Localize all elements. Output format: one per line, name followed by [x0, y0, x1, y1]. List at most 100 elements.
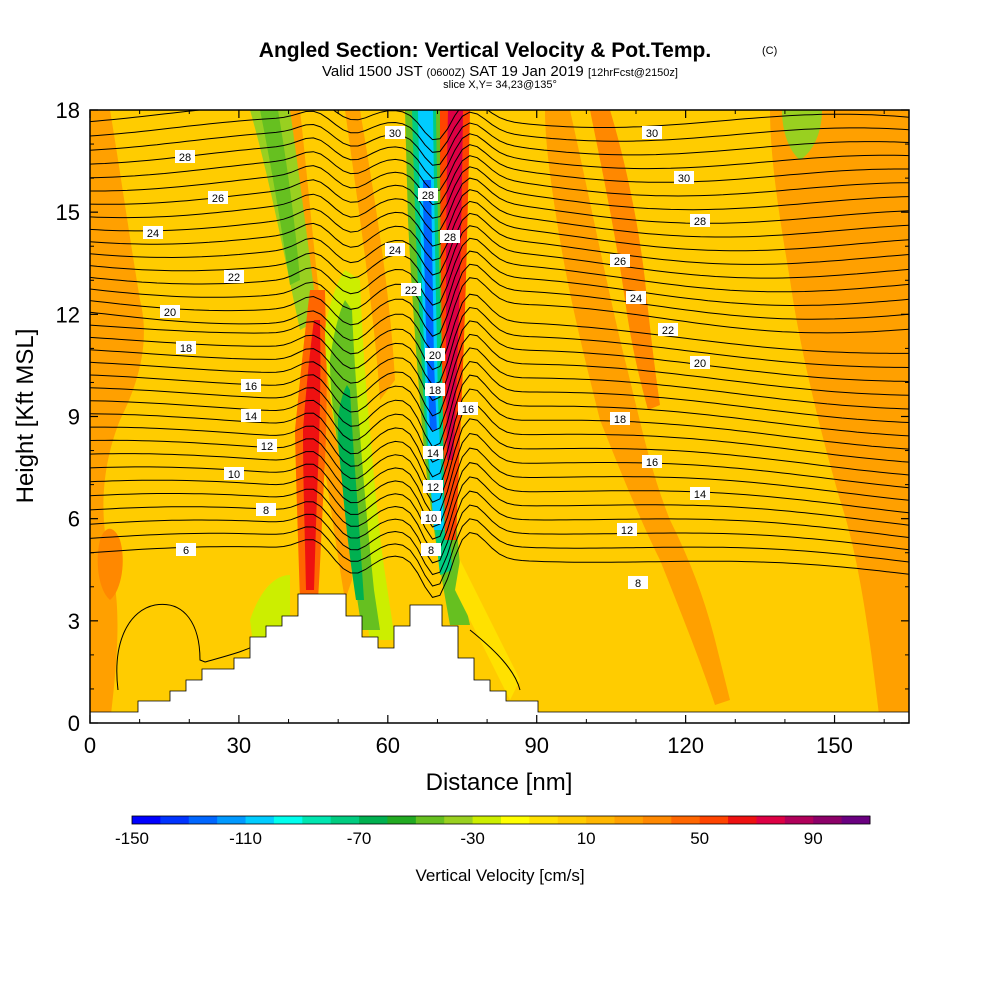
- contour-label-text: 26: [212, 193, 224, 205]
- contour-label-bg: [421, 543, 441, 556]
- contour-label-bg: [617, 523, 637, 536]
- colorbar-tick-label: -70: [347, 829, 372, 848]
- isentrope-line: [90, 518, 909, 587]
- contour-label-bg: [642, 126, 662, 139]
- isentrope-line: [90, 110, 909, 153]
- velocity-patch-west-core: [97, 528, 123, 600]
- contour-label: 20: [425, 348, 445, 362]
- x-tick-label: 120: [667, 733, 704, 758]
- contour-label-text: 12: [621, 525, 633, 537]
- contour-label: 30: [642, 126, 662, 140]
- contour-label: 16: [458, 402, 478, 416]
- contour-label-text: 20: [694, 358, 706, 370]
- colorbar-tick-label: -150: [115, 829, 149, 848]
- isentrope-line: [90, 360, 909, 448]
- contour-label-bg: [257, 439, 277, 452]
- contour-label: 26: [208, 191, 228, 205]
- isentrope-line: [90, 122, 909, 166]
- velocity-patch-lower-right: [455, 560, 520, 700]
- isentrope-line: [90, 476, 909, 552]
- contour-label-bg: [176, 543, 196, 556]
- contour-label-bg: [160, 305, 180, 318]
- contour-label-bg: [690, 356, 710, 369]
- contour-label: 18: [610, 412, 630, 426]
- velocity-band-downdraft-70-core: [423, 180, 437, 430]
- colorbar-tick-label: 90: [804, 829, 823, 848]
- contour-labels: 30 28 26 24 22 20 18 16 14 12 10 8 6 30 28 28 24 22 20 18 16…: [143, 126, 710, 590]
- contour-label-text: 28: [444, 232, 456, 244]
- slice-label: slice X,Y= 34,23@135°: [443, 79, 557, 91]
- contour-label-text: 6: [183, 545, 189, 557]
- isentrope-line: [90, 200, 909, 261]
- y-tick-label: 12: [56, 302, 80, 327]
- contour-label-text: 14: [694, 489, 706, 501]
- contour-label-text: 20: [429, 350, 441, 362]
- contour-label-text: 18: [429, 385, 441, 397]
- contour-label-bg: [674, 171, 694, 184]
- y-tick-label: 9: [68, 405, 80, 430]
- contour-label: 30: [385, 126, 405, 140]
- contour-label-text: 8: [635, 578, 641, 590]
- colorbar-tick-label: 10: [577, 829, 596, 848]
- contour-label-bg: [418, 188, 438, 201]
- colorbar-swatch: [302, 816, 332, 824]
- contour-label-text: 12: [427, 482, 439, 494]
- contour-label: 22: [401, 283, 421, 297]
- colorbar-swatch: [586, 816, 616, 824]
- contour-label-bg: [224, 467, 244, 480]
- contour-label: 28: [440, 230, 460, 244]
- contour-label: 16: [241, 379, 261, 393]
- contour-label-text: 24: [147, 228, 159, 240]
- contour-label-bg: [690, 487, 710, 500]
- contour-label-text: 22: [405, 285, 417, 297]
- isentrope-line: [90, 333, 909, 417]
- contour-label-bg: [385, 243, 405, 256]
- contour-label-bg: [626, 291, 646, 304]
- contour-label-text: 30: [389, 128, 401, 140]
- colorbar-swatch: [671, 816, 701, 824]
- isentrope-line: [90, 462, 909, 540]
- contour-label: 24: [385, 243, 405, 257]
- isentrope-line: [90, 263, 909, 337]
- contour-label-bg: [241, 379, 261, 392]
- axes: 0 30 60 90 120 150 0 3 6 9 12 15 18: [56, 98, 909, 758]
- y-tick-label: 6: [68, 507, 80, 532]
- x-tick-label: 30: [227, 733, 251, 758]
- contour-label-text: 12: [261, 441, 273, 453]
- x-tick-label: 150: [816, 733, 853, 758]
- isentrope-line: [90, 320, 909, 402]
- contour-label-bg: [224, 270, 244, 283]
- contour-label: 24: [626, 291, 646, 305]
- colorbar-swatch: [841, 816, 871, 824]
- contour-label-bg: [208, 191, 228, 204]
- colorbar-swatch: [132, 816, 161, 824]
- contour-label-bg: [658, 323, 678, 336]
- colorbar-swatch: [501, 816, 530, 824]
- contour-label: 24: [143, 226, 163, 240]
- isentrope-line: [90, 133, 909, 179]
- isentrope-line: [90, 277, 909, 353]
- isentrope-line: [90, 177, 909, 233]
- colorbar-swatch: [273, 816, 303, 824]
- contour-label-text: 30: [678, 173, 690, 185]
- x-axis-label: Distance [nm]: [426, 769, 573, 796]
- colorbar-label: Vertical Velocity [cm/s]: [415, 866, 584, 885]
- contour-label-text: 28: [694, 216, 706, 228]
- contour-label-bg: [143, 226, 163, 239]
- contour-label-text: 18: [180, 343, 192, 355]
- isentrope-line: [90, 388, 909, 478]
- isentrope-line: [90, 504, 909, 576]
- colorbar-swatch: [784, 816, 814, 824]
- contour-label-bg: [425, 348, 445, 361]
- contour-label-bg: [256, 503, 276, 516]
- contour-label-text: 22: [662, 325, 674, 337]
- contour-label-text: 16: [462, 404, 474, 416]
- contour-label-bg: [176, 341, 196, 354]
- contour-label: 28: [418, 188, 438, 202]
- isentrope-line: [90, 237, 909, 306]
- terrain: [89, 593, 910, 724]
- colorbar-swatch: [699, 816, 729, 824]
- y-tick-label: 18: [56, 98, 80, 123]
- contour-label-bg: [175, 150, 195, 163]
- isentrope-line: [90, 250, 909, 322]
